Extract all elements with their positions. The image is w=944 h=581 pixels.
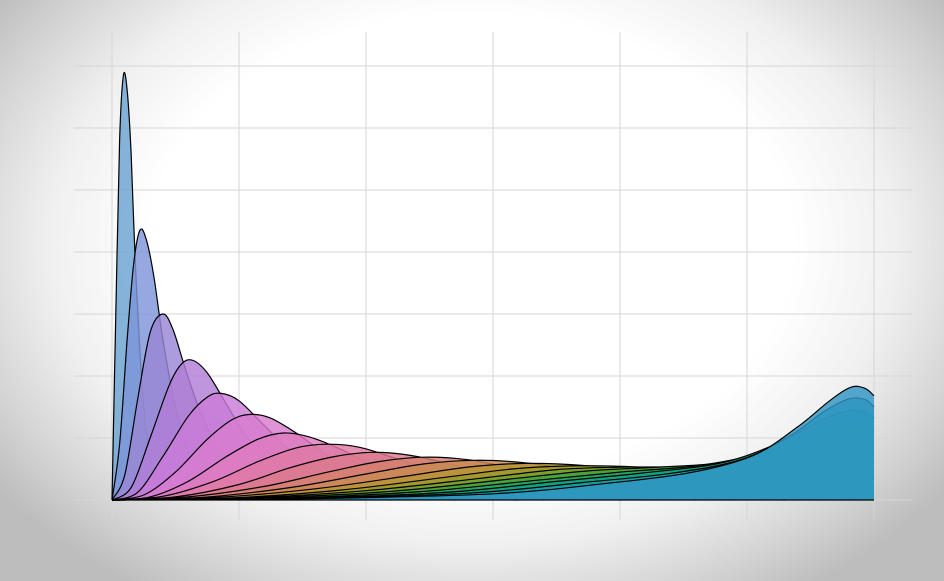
density-area-18: [112, 386, 874, 500]
density-curve-18: [111, 385, 875, 501]
grid: [74, 32, 912, 520]
series-group: [111, 71, 875, 501]
